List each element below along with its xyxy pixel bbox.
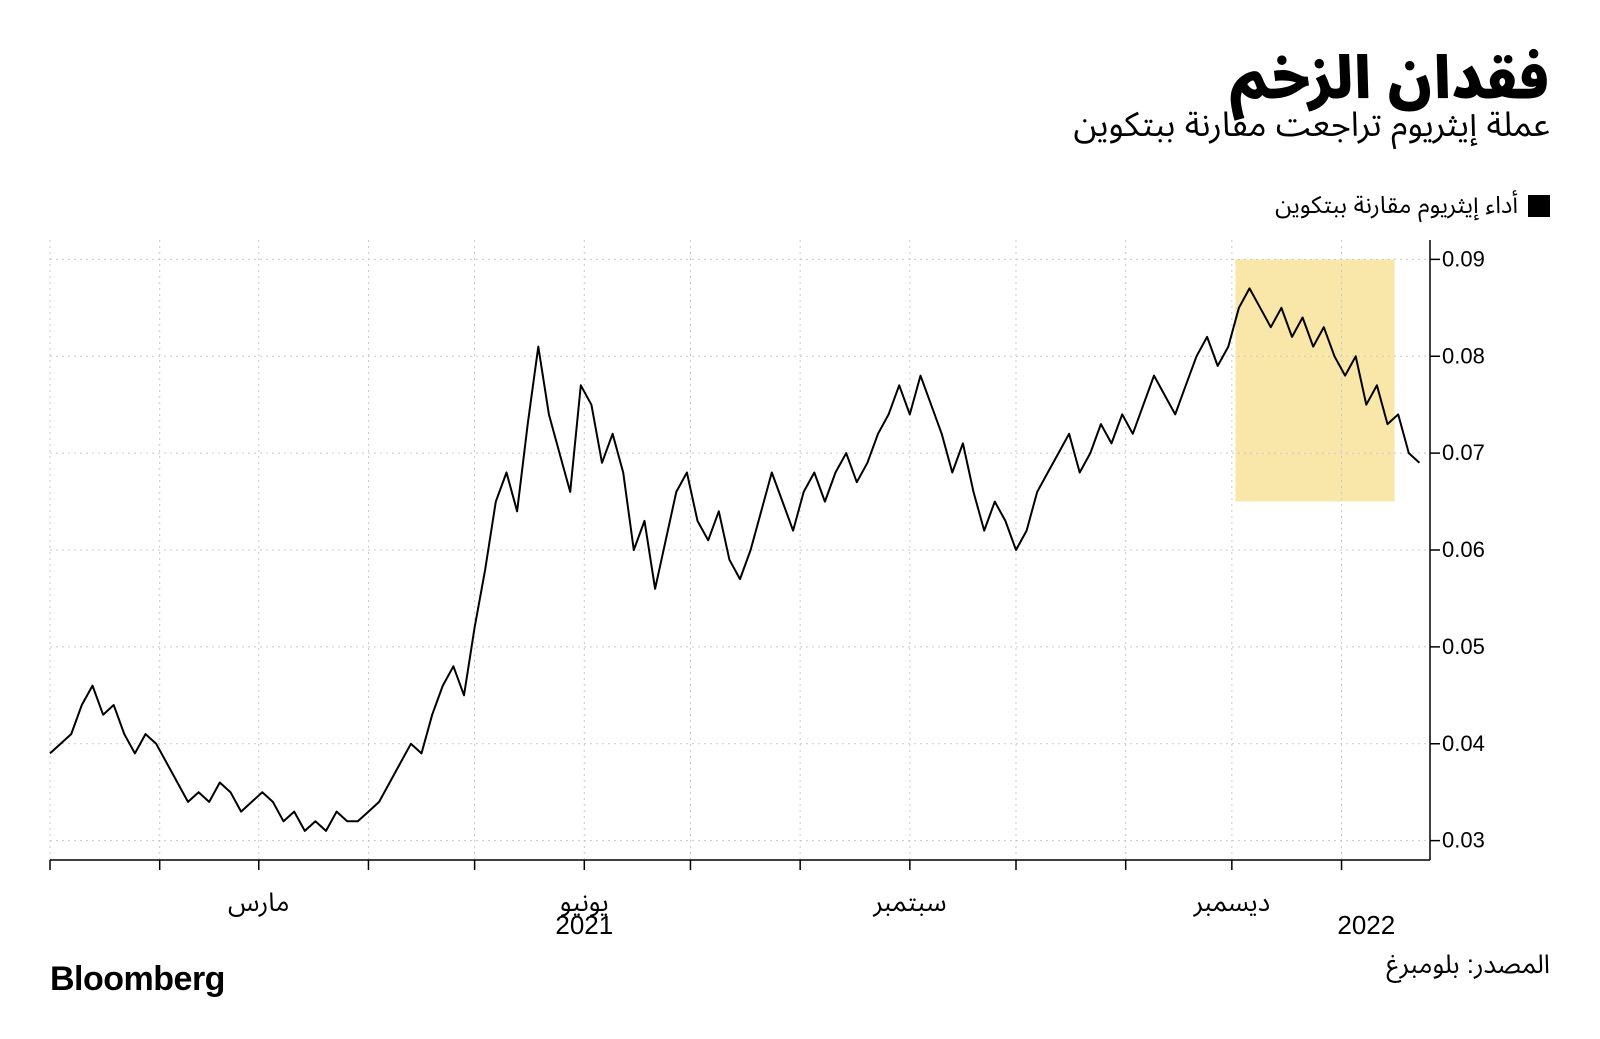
svg-text:0.03: 0.03 <box>1442 828 1485 853</box>
x-axis-month-label: سبتمبر <box>830 876 990 931</box>
line-chart: 0.03 0.04 0.05 0.06 0.07 0.08 0.09 <box>40 240 1500 900</box>
svg-text:0.04: 0.04 <box>1442 731 1485 756</box>
legend-label: أداء إيثريوم مقارنة ببتكوين <box>1275 180 1518 231</box>
svg-text:0.05: 0.05 <box>1442 634 1485 659</box>
legend: أداء إيثريوم مقارنة ببتكوين <box>1275 180 1550 231</box>
legend-swatch <box>1528 195 1550 217</box>
svg-text:0.09: 0.09 <box>1442 246 1485 271</box>
svg-text:0.07: 0.07 <box>1442 440 1485 465</box>
brand-logo: Bloomberg <box>50 960 225 999</box>
x-axis-year-label: 2022 <box>1306 910 1426 941</box>
chart-subtitle: عملة إيثريوم تراجعت مقارنة ببتكوين <box>1074 90 1551 162</box>
x-axis-year-label: 2021 <box>524 910 644 941</box>
svg-text:0.06: 0.06 <box>1442 537 1485 562</box>
x-axis-month-label: مارس <box>179 876 339 931</box>
source-label: المصدر: بلومبرغ <box>1386 938 1550 993</box>
chart-container: فقدان الزخم عملة إيثريوم تراجعت مقارنة ب… <box>0 0 1600 1039</box>
x-axis-month-label: ديسمبر <box>1152 876 1312 931</box>
svg-text:0.08: 0.08 <box>1442 343 1485 368</box>
